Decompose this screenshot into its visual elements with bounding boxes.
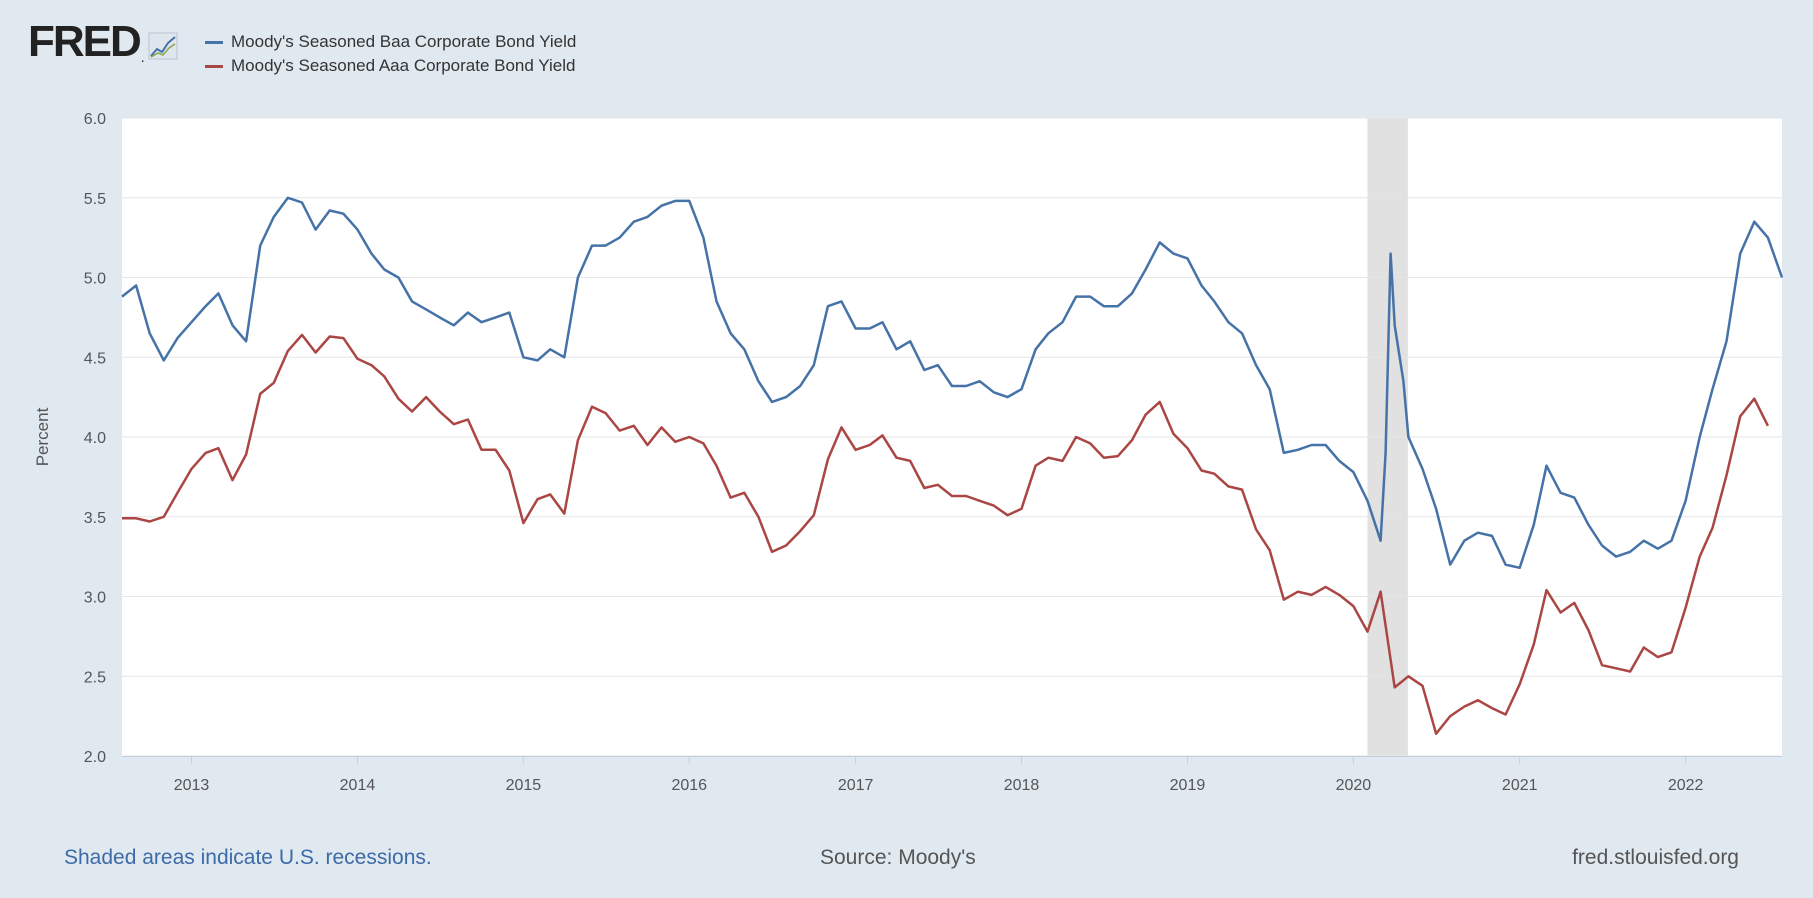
x-tick-label: 2017 — [838, 777, 874, 794]
x-tick-label: 2015 — [506, 777, 542, 794]
fred-logo-dot: . — [140, 49, 145, 65]
y-tick-label: 6.0 — [84, 111, 106, 128]
y-tick-label: 5.5 — [84, 191, 106, 208]
x-tick-label: 2018 — [1004, 777, 1040, 794]
fred-logo-graph-icon — [148, 32, 178, 60]
legend-item-aaa: Moody's Seasoned Aaa Corporate Bond Yiel… — [205, 54, 576, 78]
fred-logo: FRED . — [28, 20, 178, 64]
x-tick-label: 2013 — [174, 777, 210, 794]
legend-swatch-aaa — [205, 64, 223, 68]
y-tick-label: 2.0 — [84, 749, 106, 766]
x-tick-label: 2019 — [1170, 777, 1206, 794]
y-tick-label: 4.0 — [84, 430, 106, 447]
x-tick-label: 2020 — [1336, 777, 1372, 794]
y-tick-label: 3.0 — [84, 590, 106, 607]
series-line-baa — [121, 196, 1784, 570]
site-link[interactable]: fred.stlouisfed.org — [1572, 846, 1739, 869]
source-note: Source: Moody's — [820, 846, 976, 869]
x-tick-label: 2016 — [671, 777, 707, 794]
fred-logo-text: FRED — [28, 17, 142, 66]
series-line-aaa — [122, 333, 1770, 735]
y-tick-label: 2.5 — [84, 669, 106, 686]
legend-item-baa: Moody's Seasoned Baa Corporate Bond Yiel… — [205, 30, 576, 54]
y-tick-label: 4.5 — [84, 350, 106, 367]
legend-label-aaa: Moody's Seasoned Aaa Corporate Bond Yiel… — [231, 56, 576, 75]
y-tick-label: 5.0 — [84, 271, 106, 288]
legend-swatch-baa — [205, 40, 223, 44]
x-tick-label: 2014 — [340, 777, 376, 794]
y-axis-label: Percent — [33, 407, 52, 466]
x-tick-label: 2021 — [1502, 777, 1538, 794]
chart-legend: Moody's Seasoned Baa Corporate Bond Yiel… — [205, 30, 576, 78]
recession-note-link[interactable]: Shaded areas indicate U.S. recessions. — [64, 846, 432, 869]
y-tick-label: 3.5 — [84, 510, 106, 527]
x-tick-label: 2022 — [1668, 777, 1704, 794]
legend-label-baa: Moody's Seasoned Baa Corporate Bond Yiel… — [231, 32, 577, 51]
